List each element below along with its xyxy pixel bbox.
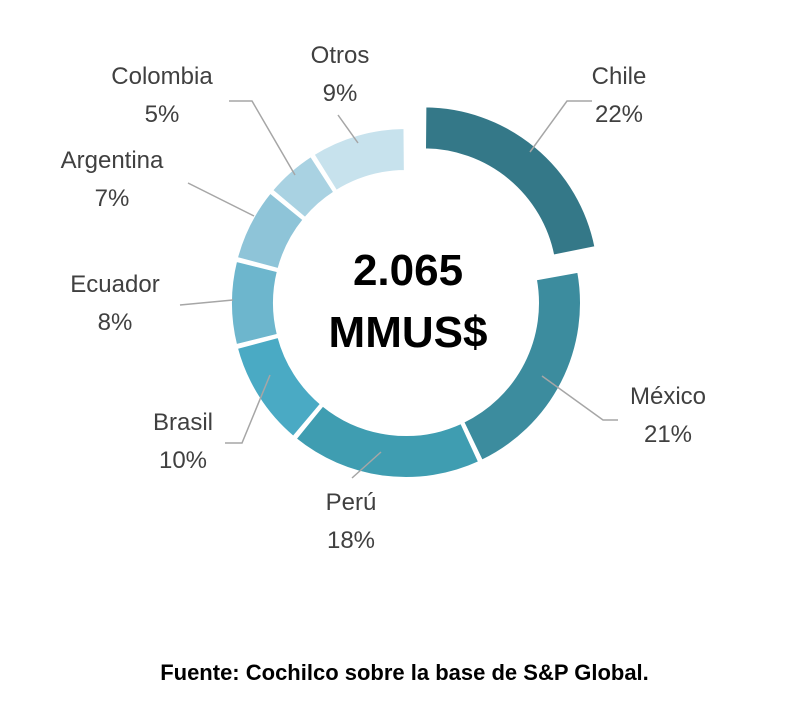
slice-label: Chile: [592, 63, 647, 90]
center-unit: MMUS$: [329, 308, 488, 357]
slice-ecuador: [230, 259, 280, 347]
slice-argentina: [235, 191, 305, 271]
slice-peru: [294, 404, 481, 479]
slice-label: México: [630, 383, 706, 410]
slice-value-label: 5%: [145, 101, 180, 128]
leader-line: [529, 100, 592, 153]
slice-colombia: [270, 154, 336, 220]
slice-value-label: 21%: [644, 421, 692, 448]
slice-mexico: [461, 270, 582, 463]
slice-value-label: 18%: [327, 527, 375, 554]
slice-otros: [312, 126, 406, 193]
slice-label: Argentina: [61, 147, 164, 174]
slice-labels: Chile 22% México 21% Perú 18% Brasil 10% Ecuador…: [61, 42, 706, 554]
slice-label: Brasil: [153, 409, 213, 436]
leader-line: [541, 375, 618, 421]
slice-label: Otros: [311, 42, 370, 69]
slice-value-label: 8%: [98, 309, 133, 336]
leader-line: [187, 182, 255, 217]
slice-value-label: 10%: [159, 447, 207, 474]
leader-lines: [179, 100, 618, 479]
leader-line: [179, 299, 234, 306]
slice-label: Colombia: [111, 63, 213, 90]
center-value: 2.065: [353, 246, 463, 295]
leader-line: [337, 114, 359, 144]
donut-slices: [230, 105, 597, 479]
leader-line: [351, 451, 382, 479]
leader-line: [229, 100, 296, 176]
slice-chile: [423, 105, 597, 257]
slice-label: Ecuador: [70, 271, 159, 298]
slice-value-label: 22%: [595, 101, 643, 128]
slice-value-label: 7%: [95, 185, 130, 212]
source-note: Fuente: Cochilco sobre la base de S&P Gl…: [160, 660, 649, 685]
slice-label: Perú: [326, 489, 377, 516]
slice-value-label: 9%: [323, 80, 358, 107]
leader-line: [225, 374, 271, 444]
slice-brasil: [235, 335, 323, 439]
